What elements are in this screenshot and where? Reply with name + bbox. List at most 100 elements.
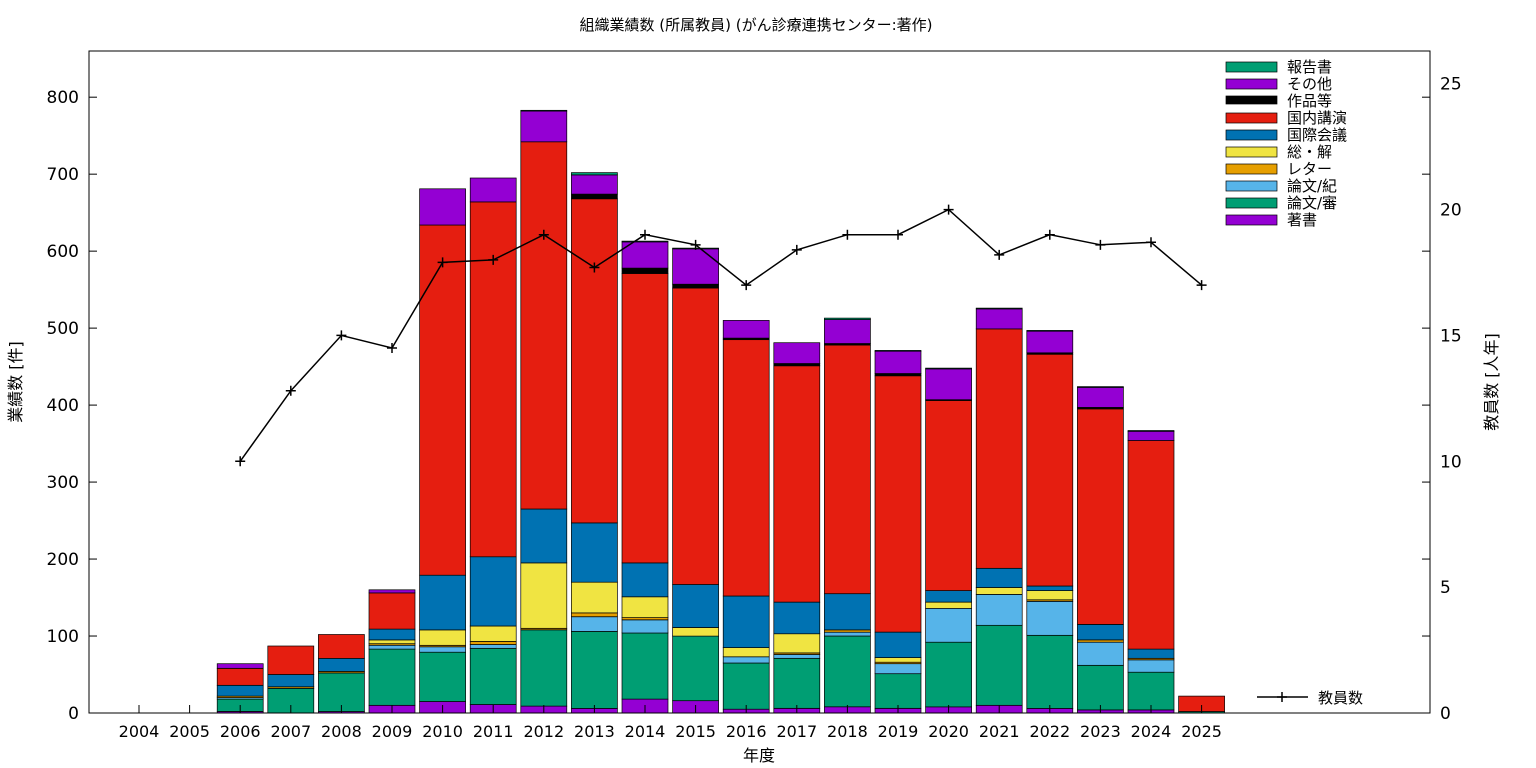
bar-segment (824, 317, 871, 320)
y-tick-label: 400 (47, 396, 79, 416)
legend-swatch (1225, 78, 1278, 90)
bar-segment (1127, 430, 1175, 432)
bar-segment (722, 647, 770, 658)
bar-segment (1077, 664, 1124, 711)
bar-segment (975, 307, 1023, 310)
x-tick-label: 2006 (220, 722, 261, 741)
bar-segment (419, 629, 466, 646)
bar-segment (1077, 641, 1124, 666)
bar-segment (925, 590, 972, 603)
bar-segment (368, 628, 416, 641)
bar-segment (621, 240, 669, 243)
y2-axis-label: 教員数 [人年] (1482, 333, 1501, 431)
y-tick-label: 600 (47, 242, 79, 262)
bar-segment (621, 267, 669, 274)
bar-segment (672, 287, 719, 585)
bar-segment (318, 634, 365, 659)
line-point (437, 257, 448, 268)
bar-segment (368, 648, 416, 706)
x-tick-label: 2005 (169, 722, 210, 741)
bar-segment (267, 674, 315, 688)
bar-segment (318, 657, 365, 672)
legend-swatch (1225, 214, 1278, 226)
bar-segment (368, 639, 416, 645)
bar-segment (1026, 634, 1074, 709)
bar-segment (621, 596, 669, 618)
y2-tick-label: 25 (1440, 75, 1462, 95)
bar-segment (368, 592, 416, 630)
bar-segment (824, 319, 871, 344)
bar-segment (773, 657, 821, 709)
bar-segment (722, 339, 770, 597)
legend-label: 作品等 (1287, 92, 1332, 110)
y-tick-label: 800 (47, 88, 79, 108)
line-point (994, 249, 1005, 260)
bar-segment (672, 627, 719, 637)
bar-segment (419, 646, 466, 653)
bar-segment (975, 328, 1023, 569)
x-tick-label: 2024 (1131, 722, 1172, 741)
bar-segment (419, 574, 466, 631)
x-tick-label: 2017 (776, 722, 817, 741)
bar-segment (773, 601, 821, 635)
bar-segment (925, 601, 972, 609)
bar-segment (1026, 353, 1074, 587)
y-tick-label: 0 (68, 704, 79, 724)
legend-swatch (1225, 95, 1278, 105)
bar-segment (571, 612, 618, 618)
x-tick-label: 2022 (1029, 722, 1070, 741)
bar-segment (1127, 671, 1175, 711)
bar-segment (621, 562, 669, 598)
x-tick-label: 2016 (726, 722, 767, 741)
x-tick-label: 2023 (1080, 722, 1121, 741)
bar-segment (621, 619, 669, 634)
bar-segment (722, 656, 770, 664)
bar-segment (925, 641, 972, 708)
line-point (741, 280, 752, 291)
legend-label: その他 (1287, 75, 1332, 93)
bar-segment (1127, 430, 1175, 441)
bar-segment (672, 248, 719, 285)
plot-frame (88, 50, 1431, 714)
x-tick-label: 2018 (827, 722, 868, 741)
bar-segment (571, 198, 618, 524)
bar-segment (824, 631, 871, 637)
line-point (842, 229, 853, 240)
bar-segment (621, 241, 669, 269)
bar-segment (975, 567, 1023, 588)
chart-marks (216, 109, 1225, 714)
legend-label: 著書 (1287, 211, 1317, 229)
line-point (893, 229, 903, 240)
x-tick-label: 2007 (270, 722, 311, 741)
y2-tick-label: 10 (1440, 452, 1462, 472)
bar-segment (216, 663, 264, 669)
legend-label: 教員数 (1318, 689, 1363, 707)
y2-tick-label: 5 (1440, 578, 1451, 598)
x-tick-label: 2009 (372, 722, 413, 741)
legend-swatch (1225, 180, 1278, 192)
bar-segment (571, 172, 618, 176)
line-point (589, 262, 600, 273)
line-point (1196, 280, 1207, 291)
bar-segment (469, 177, 517, 203)
y2-tick-label: 20 (1440, 201, 1462, 221)
bar-segment (874, 673, 922, 709)
bar-segment (672, 283, 719, 289)
x-tick-label: 2004 (119, 722, 160, 741)
bar-segment (571, 522, 618, 583)
bar-segment (874, 657, 922, 663)
bar-segment (520, 629, 568, 707)
legend-swatch (1225, 163, 1278, 175)
line-point (640, 229, 650, 240)
bar-segment (469, 641, 517, 645)
bar-segment (874, 375, 922, 633)
legend-swatch (1225, 112, 1278, 124)
bar-segment (824, 635, 871, 708)
bar-segment (773, 342, 821, 364)
bar-segment (1127, 440, 1175, 650)
legend-label: 国際会議 (1287, 126, 1347, 144)
bar-segment (469, 647, 517, 705)
bar-segment (773, 654, 821, 659)
